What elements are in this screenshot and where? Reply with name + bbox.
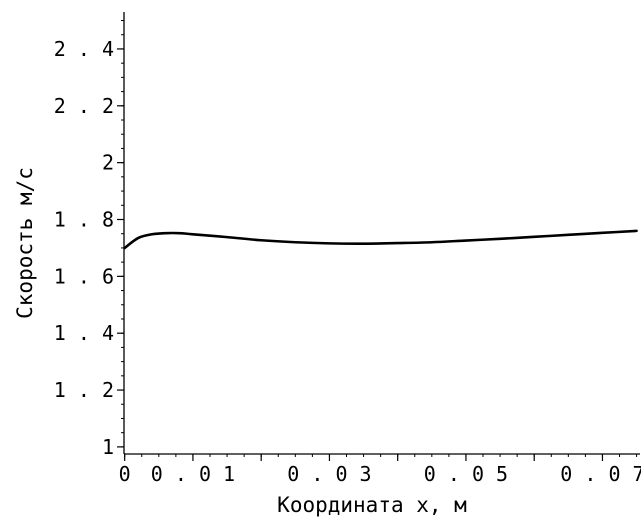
y-axis-title: Скорость м/с	[13, 167, 37, 319]
x-tick-label: 0 . 0 3	[287, 462, 371, 486]
ticks	[117, 20, 638, 461]
x-tick-label: 0 . 0 5	[424, 462, 508, 486]
y-tick-label: 1 . 8	[54, 207, 114, 231]
y-tick-label: 2	[102, 151, 114, 175]
series	[123, 229, 638, 250]
y-tick-label: 1 . 6	[54, 264, 114, 288]
series-line-1	[123, 229, 638, 250]
tick-labels: 1 1 . 2 1 . 4 1 . 6 1 . 8 2 2 . 2 2 . 4 0 0 . 0 1…	[54, 37, 641, 486]
x-tick-label: 0 . 0 1	[151, 462, 235, 486]
x-axis-title: Координата x, м	[277, 493, 467, 517]
axes	[123, 12, 640, 455]
y-tick-label: 2 . 4	[54, 37, 114, 61]
y-tick-label: 1	[102, 435, 114, 459]
x-tick-label: 0 . 0 7	[560, 462, 641, 486]
x-tick-label: 0	[119, 462, 131, 486]
y-tick-label: 1 . 4	[54, 321, 114, 345]
y-tick-label: 1 . 2	[54, 378, 114, 402]
y-tick-label: 2 . 2	[54, 94, 114, 118]
